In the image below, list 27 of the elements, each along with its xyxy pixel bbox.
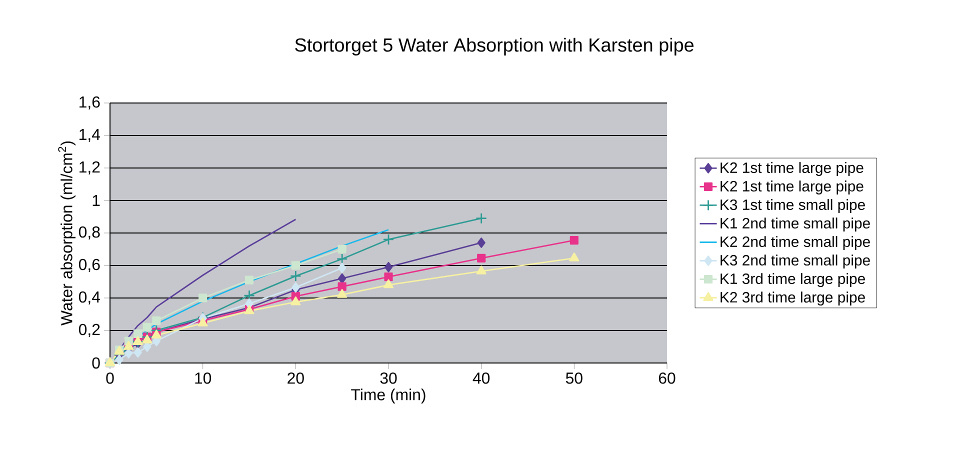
x-axis-title: Time (min) [351, 388, 426, 404]
y-tick-label: 0,8 [78, 226, 100, 240]
legend-label: K1 3rd time large pipe [720, 273, 865, 288]
x-tick-label: 30 [380, 372, 397, 384]
x-tick-label: 20 [288, 372, 304, 384]
chart-title: Stortorget 5 Water Absorption with Karsten pipe [295, 38, 694, 56]
y-tick-label: 1 [92, 195, 100, 206]
legend-label: K3 2nd time small pipe [720, 254, 870, 269]
y-tick-label: 0 [92, 357, 100, 369]
y-tick-label: 0,6 [78, 258, 100, 272]
x-tick-label: 0 [106, 372, 114, 384]
y-tick-label: 1,4 [80, 128, 100, 142]
legend-label: K2 1st time large pipe [720, 162, 864, 176]
legend-label: K2 3rd time large pipe [720, 292, 865, 306]
y-tick-label: 0,2 [78, 324, 100, 338]
y-tick-label: 1,2 [80, 161, 100, 175]
legend-label: K2 1st time large pipe [720, 180, 864, 194]
y-tick-label: 1,6 [80, 96, 100, 110]
y-tick-label: 0,4 [78, 291, 100, 305]
legend-label: K2 2nd time small pipe [720, 236, 870, 250]
x-tick-label: 60 [658, 372, 676, 384]
x-tick-label: 40 [472, 372, 490, 384]
y-axis-title: Water absorption (ml/cm$^{2}$) [58, 141, 76, 326]
x-tick-label: 10 [195, 372, 212, 384]
legend-label: K1 2nd time small pipe [720, 218, 870, 232]
legend-label: K3 1st time small pipe [720, 199, 865, 213]
x-tick-label: 50 [566, 372, 582, 384]
